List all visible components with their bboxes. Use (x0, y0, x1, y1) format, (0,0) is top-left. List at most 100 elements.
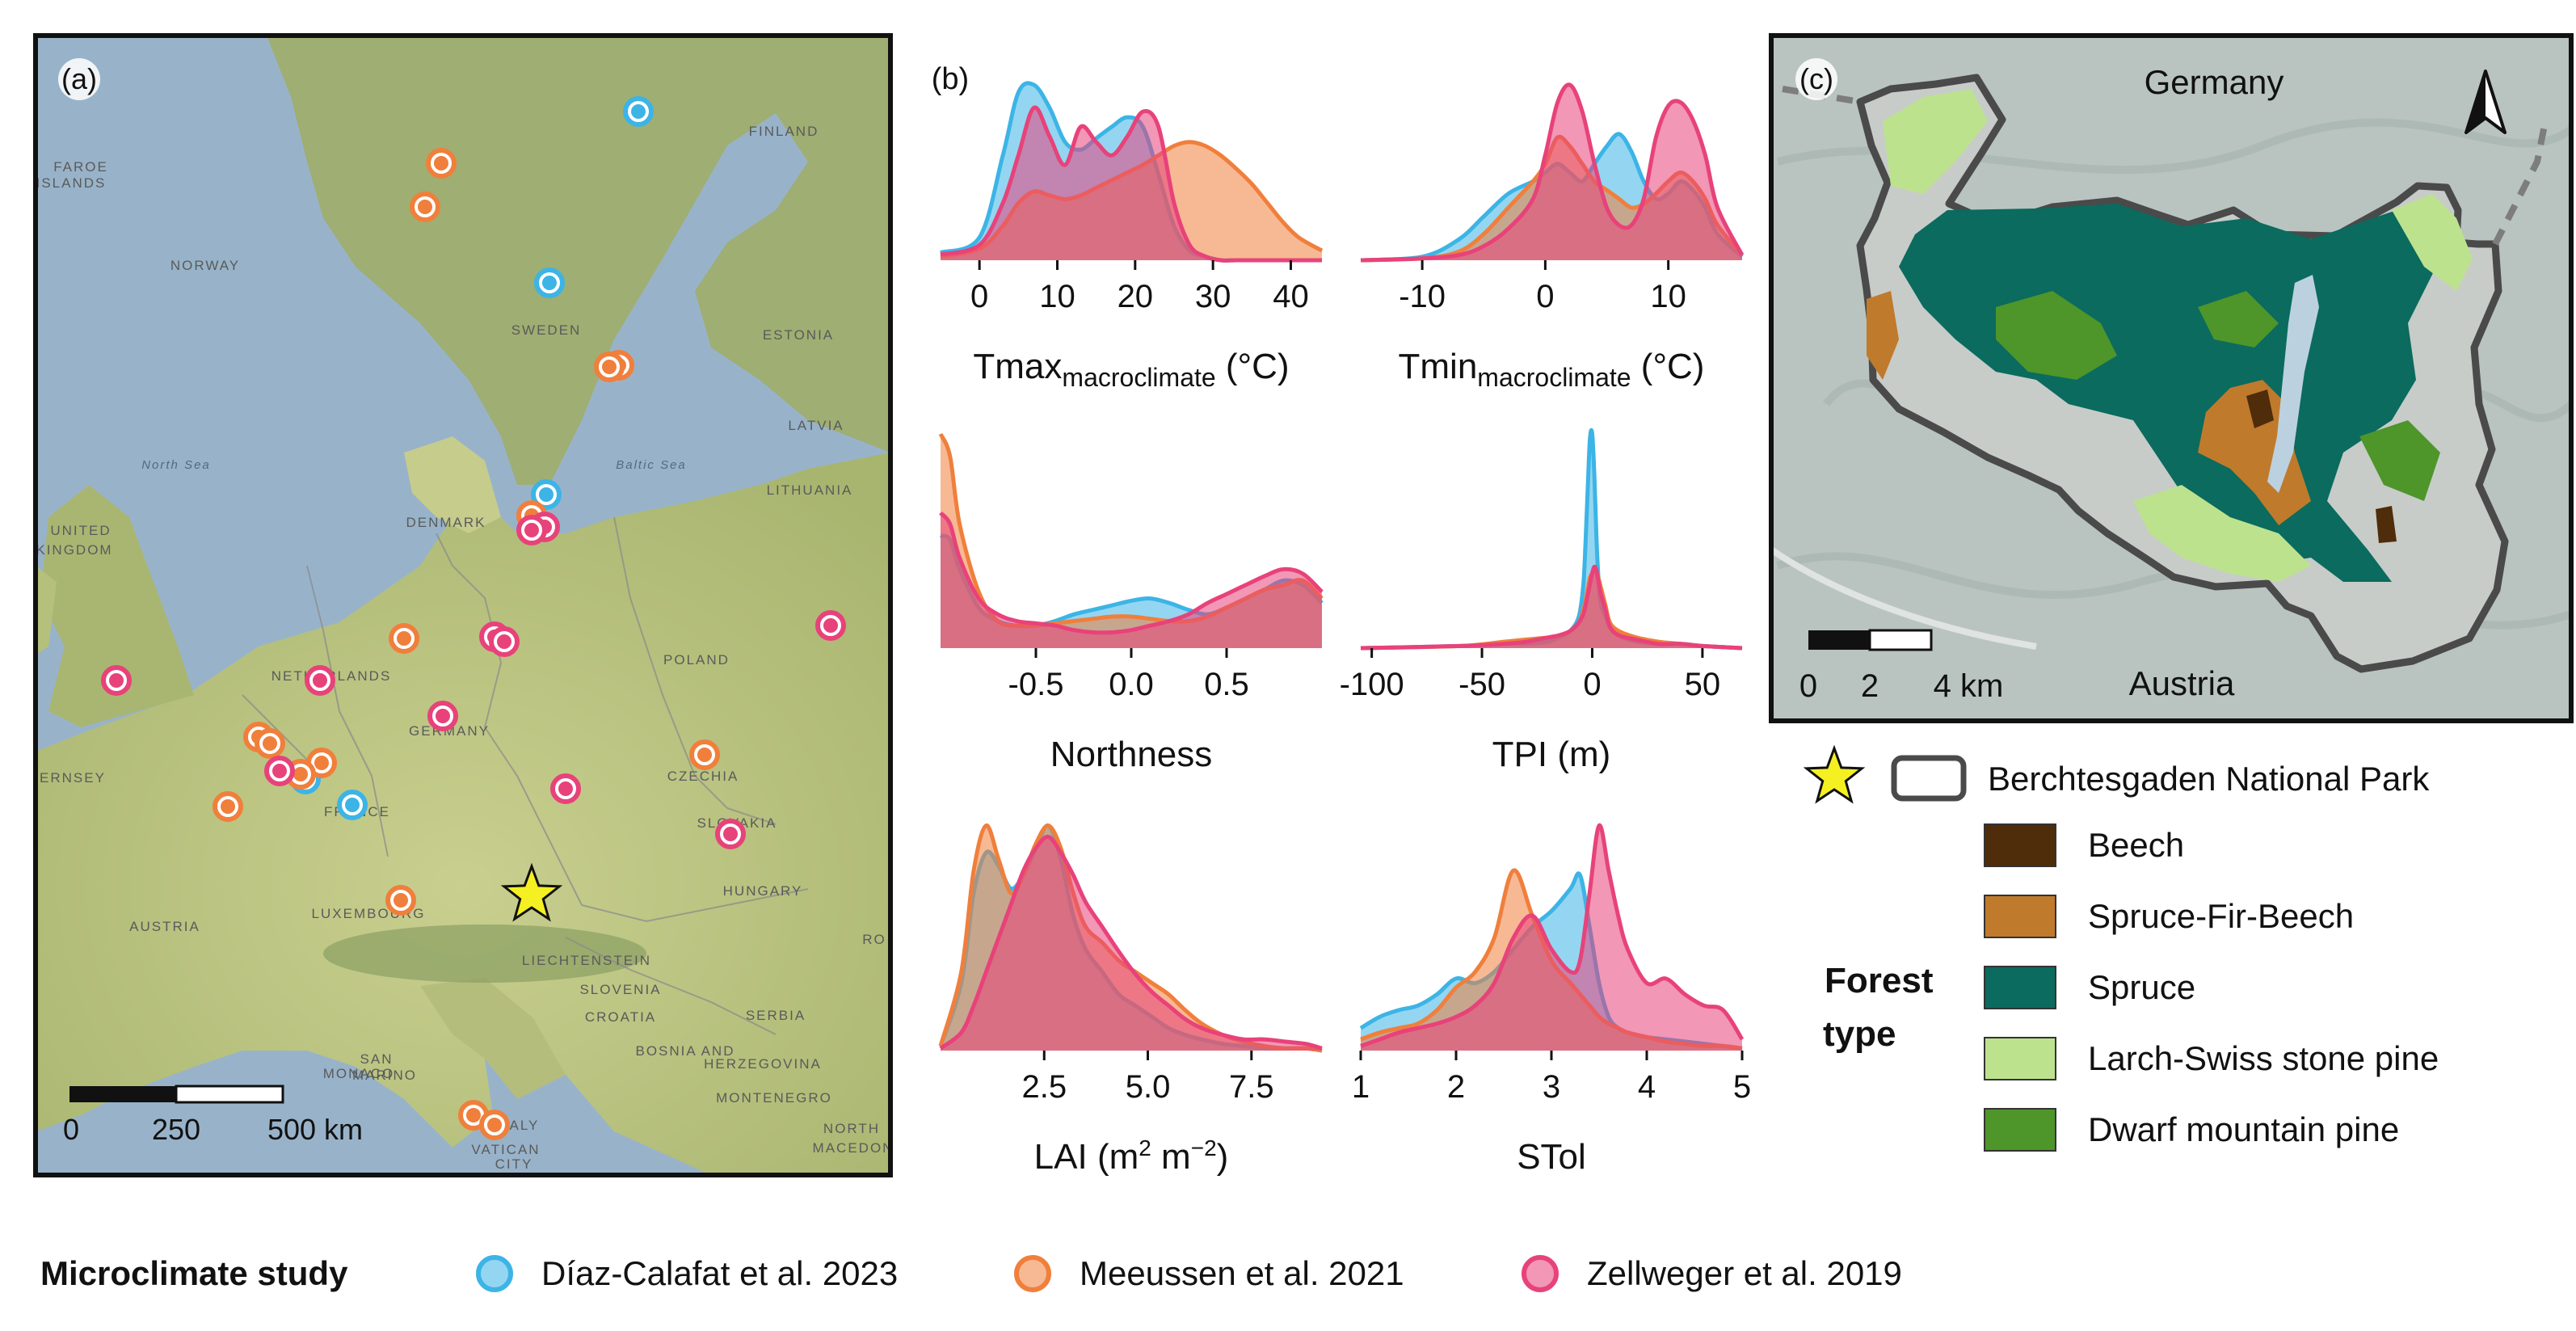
map-land-ireland (36, 566, 57, 655)
scale-c-tick-2: 2 (1861, 668, 1879, 704)
legend-forest-label: Spruce-Fir-Beech (2088, 897, 2354, 935)
density-line-zellweger (940, 105, 1322, 263)
x-axis-label: TPI (m) (1492, 735, 1611, 774)
x-axis-label-mid: m (1151, 1137, 1191, 1177)
forest-beech-area-2 (2376, 506, 2397, 543)
scale-tick-250: 250 (152, 1113, 200, 1146)
country-label: UNITED (50, 523, 111, 538)
legend-swatch-spruce (1984, 966, 2056, 1009)
x-tick-label: 7.5 (1229, 1069, 1274, 1105)
north-arrow-icon (2464, 69, 2507, 134)
study-point-meeussen (602, 360, 617, 374)
country-label: HUNGARY (723, 883, 803, 899)
density-line-zellweger (1360, 82, 1745, 263)
country-label: POLAND (663, 652, 730, 668)
scalebar-europe: 0 250 500 km (63, 1085, 363, 1146)
x-tick-label: 1 (1352, 1069, 1370, 1105)
study-point-meeussen (466, 1108, 481, 1123)
country-label: ERNSEY (40, 770, 106, 786)
x-tick-label: 0 (970, 279, 988, 314)
country-label: NORTH (823, 1121, 880, 1136)
density-area-meeussen (1361, 870, 1742, 1051)
country-label: HERZEGOVINA (704, 1056, 822, 1072)
density-plot-4: -100 -50 0 50 TPI (m) (1340, 428, 1743, 774)
study-point-zellweger (109, 673, 124, 688)
legend-study-label: Zellweger et al. 2019 (1587, 1254, 1902, 1292)
country-label: North Sea (141, 458, 211, 472)
country-label: KINGDOM (36, 542, 112, 558)
study-point-zellweger (524, 523, 539, 537)
country-label: FAROE (53, 159, 108, 175)
density-plot-1: 0 10 20 30 40 Tmaxmacroclimate (°C) (940, 81, 1324, 392)
density-plot-2: -10 0 10 Tminmacroclimate (°C) (1360, 82, 1745, 392)
legend-forest-label: Beech (2088, 826, 2184, 864)
x-tick-label: -50 (1458, 667, 1505, 702)
scale-tick-500: 500 km (267, 1113, 363, 1146)
country-label: MACEDON (813, 1140, 894, 1156)
study-point-meeussen (487, 1118, 502, 1132)
x-tick-label: 0 (1583, 667, 1601, 702)
x-axis-label-main: TPI (m) (1492, 735, 1611, 774)
study-point-diaz (539, 487, 554, 502)
density-line-zellweger (1360, 823, 1745, 1048)
map-land-scandinavia (267, 36, 890, 485)
country-label: AUSTRIA (129, 919, 200, 934)
country-label: ISLANDS (36, 175, 107, 191)
x-axis-label-end: ) (1217, 1137, 1229, 1177)
legend-microclimate-study: Microclimate study Díaz-Calafat et al. 2… (40, 1254, 1902, 1292)
density-line-zellweger (939, 834, 1323, 1051)
density-area-zellweger (941, 512, 1322, 648)
x-tick-label: 3 (1543, 1069, 1560, 1105)
scale-tick-0: 0 (63, 1113, 79, 1146)
country-label: BOSNIA AND (636, 1043, 735, 1059)
country-label: CITY (495, 1156, 533, 1172)
density-area-zellweger (941, 107, 1322, 261)
density-plot-3: -0.5 0.0 0.5 Northness (938, 432, 1324, 774)
forest-dwarf-pine-area-2 (2198, 291, 2279, 347)
x-axis-label-sup1: 2 (1139, 1135, 1151, 1160)
country-label: CZECHIA (667, 769, 739, 784)
x-tick-label: 0.0 (1109, 667, 1154, 702)
country-label: LATVIA (788, 418, 844, 433)
panel-c-label: (c) (1799, 62, 1833, 95)
map-land-continent (36, 453, 890, 1175)
study-point-meeussen (397, 631, 411, 646)
panel-b-label: (b) (932, 62, 969, 96)
density-plot-6: 1 2 3 4 5 STol (1352, 823, 1751, 1177)
density-area-zellweger (1361, 84, 1742, 260)
density-line-zellweger (1360, 564, 1743, 651)
country-label: DENMARK (406, 515, 486, 530)
study-point-zellweger (723, 827, 738, 841)
study-point-meeussen (434, 156, 448, 171)
density-line-diaz (1360, 428, 1743, 651)
density-area-zellweger (1361, 825, 1742, 1051)
x-tick-label: 0 (1536, 279, 1554, 314)
x-axis-label: Tminmacroclimate (°C) (1399, 347, 1705, 392)
country-label: NORWAY (170, 258, 240, 273)
x-axis-label-main: STol (1517, 1137, 1586, 1177)
map-land-denmark (404, 436, 501, 533)
x-axis-label-unit: (°C) (1631, 347, 1705, 386)
x-tick-label: 20 (1118, 279, 1154, 314)
legend-swatch-beech (1984, 823, 2056, 867)
legend-marker-meeussen (1014, 1255, 1051, 1292)
country-label: MARINO (352, 1068, 417, 1083)
country-label: SLOVENIA (579, 982, 661, 997)
x-axis-label-main: Northness (1050, 735, 1213, 774)
legend-swatch-spruce_fir_beech (1984, 895, 2056, 938)
study-point-zellweger (436, 709, 450, 723)
study-point-zellweger (272, 764, 287, 778)
country-label: LITHUANIA (767, 482, 853, 498)
country-label: SWEDEN (511, 322, 582, 338)
country-label: ESTONIA (763, 327, 834, 343)
study-point-diaz (631, 104, 646, 119)
label-austria: Austria (2129, 664, 2235, 702)
legend-forest-label: Spruce (2088, 968, 2195, 1006)
label-germany: Germany (2145, 63, 2284, 101)
x-axis-label: Tmaxmacroclimate (°C) (973, 347, 1289, 392)
x-axis-label-unit: (°C) (1216, 347, 1290, 386)
x-axis-label: STol (1517, 1137, 1586, 1177)
study-points (101, 96, 846, 1140)
